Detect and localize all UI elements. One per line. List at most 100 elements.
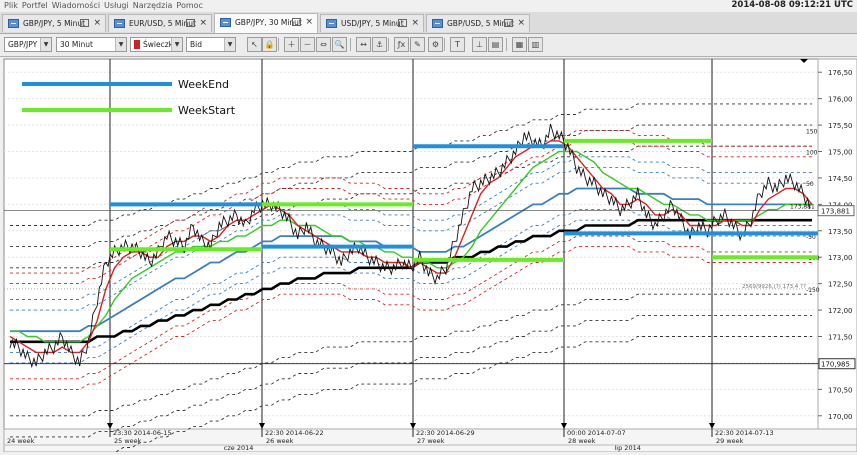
- envelope-band: [10, 103, 812, 226]
- y-tick-label: 171,50: [828, 334, 853, 342]
- menu-item-0[interactable]: Plik: [4, 1, 18, 10]
- cursor-button[interactable]: ↖: [247, 37, 262, 52]
- restore-icon[interactable]: [80, 19, 89, 27]
- menu-item-4[interactable]: Narzędzia: [132, 1, 173, 10]
- tab-label: GBP/USD, 5 Minut: [447, 19, 514, 28]
- week-label: 28 week: [568, 437, 596, 445]
- template-button[interactable]: ▤: [488, 37, 503, 52]
- level-label: 150: [806, 128, 818, 135]
- magnifier-icon: 🔍: [334, 40, 345, 49]
- text-button[interactable]: T: [450, 37, 465, 52]
- tab-chart-1[interactable]: EUR/USD, 5 Minut ×: [108, 14, 212, 32]
- legend-label: WeekEnd: [178, 78, 229, 91]
- zoom-fit-icon: ⇔: [320, 40, 327, 49]
- chart-icon: [114, 19, 125, 28]
- info-label: 2569/9926,(?) 173.4 ??: [742, 284, 806, 290]
- restore-icon[interactable]: [186, 19, 195, 27]
- tab-chart-0[interactable]: GBP/JPY, 5 Minut ×: [2, 14, 106, 32]
- menu-item-5[interactable]: Pomoc: [176, 1, 203, 10]
- shift-icon: ↔: [360, 40, 367, 49]
- settings-button[interactable]: ⚙: [428, 37, 443, 52]
- tab-chart-2[interactable]: GBP/JPY, 30 Minut ×: [214, 13, 318, 33]
- y-tick-label: 176,50: [828, 69, 853, 77]
- envelope-band: [10, 293, 812, 417]
- restore-icon[interactable]: [292, 18, 301, 26]
- chevron-down-icon: ▼: [224, 38, 235, 51]
- draw-icon: ✎: [414, 40, 421, 49]
- period-select[interactable]: 30 Minut ▼: [56, 37, 127, 52]
- candle-icon: [134, 40, 140, 49]
- anchor-button[interactable]: ⚓: [372, 37, 387, 52]
- instrument-select[interactable]: GBP/JPY ▼: [4, 37, 52, 52]
- envelope-band: [10, 166, 812, 311]
- close-icon[interactable]: ×: [93, 18, 101, 28]
- tab-label: EUR/USD, 5 Minut: [129, 19, 196, 28]
- envelope-band: [10, 314, 812, 438]
- magnifier-button[interactable]: 🔍: [332, 37, 347, 52]
- y-tick-label: 173,50: [828, 228, 853, 236]
- menu-item-3[interactable]: Usługi: [104, 1, 129, 10]
- separator-time-label: 22:30 2014-06-29: [416, 429, 475, 437]
- envelope-band: [10, 124, 812, 248]
- chart-icon: [432, 19, 443, 28]
- draw-button[interactable]: ✎: [410, 37, 425, 52]
- envelope-band: [10, 145, 812, 269]
- zoom-in-button[interactable]: ＋: [284, 37, 299, 52]
- chevron-down-icon: ▼: [171, 38, 182, 51]
- price-line: [9, 123, 811, 369]
- scroll-marker-icon: [800, 59, 808, 63]
- envelope-band: [10, 246, 812, 390]
- y-tick-label: 172,50: [828, 281, 853, 289]
- week-label: 25 week: [114, 437, 142, 445]
- tab-chart-4[interactable]: GBP/USD, 5 Minut ×: [426, 14, 530, 32]
- ruler-button[interactable]: ⊥: [472, 37, 487, 52]
- close-icon[interactable]: ×: [305, 17, 313, 27]
- zoom-out-icon: －: [303, 40, 312, 49]
- plot-area: [3, 58, 819, 430]
- month-label: lip 2014: [615, 444, 641, 452]
- y-tick-label: 172,00: [828, 307, 853, 315]
- ruler-icon: ⊥: [476, 40, 483, 49]
- close-icon[interactable]: ×: [199, 18, 207, 28]
- chart-canvas[interactable]: 176,50176,00175,50175,00174,50174,00173,…: [0, 57, 857, 455]
- text-icon: T: [455, 40, 460, 49]
- anchor-icon: ⚓: [375, 40, 384, 49]
- chart-icon: [326, 19, 337, 28]
- lock-icon: 🔒: [264, 40, 275, 49]
- lock-button[interactable]: 🔒: [262, 37, 277, 52]
- chevron-down-icon: ▼: [40, 38, 51, 51]
- restore-icon[interactable]: [504, 19, 513, 27]
- zoom-in-icon: ＋: [287, 40, 296, 49]
- menu-item-2[interactable]: Wiadomości: [51, 1, 101, 10]
- restore-icon[interactable]: [398, 19, 407, 27]
- y-tick-label: 176,00: [828, 96, 853, 104]
- zoom-fit-button[interactable]: ⇔: [316, 37, 331, 52]
- price-chart[interactable]: 176,50176,00175,50175,00174,50174,00173,…: [0, 57, 857, 455]
- y-tick-label: 170,50: [828, 386, 853, 394]
- tab-chart-3[interactable]: USD/JPY, 5 Minut ×: [320, 14, 424, 32]
- tab-label: USD/JPY, 5 Minut: [341, 19, 404, 28]
- chart-icon: [220, 18, 231, 27]
- y-tick-label: 175,50: [828, 122, 853, 130]
- shift-button[interactable]: ↔: [356, 37, 371, 52]
- table-button[interactable]: ▥: [528, 37, 543, 52]
- menu-item-1[interactable]: Portfel: [21, 1, 48, 10]
- chart-type-select[interactable]: Świeczka ▼: [130, 37, 183, 52]
- separator-arrow: [709, 423, 715, 429]
- close-icon[interactable]: ×: [517, 18, 525, 28]
- toolbar-separator: [506, 38, 507, 51]
- current-price-axis-label: 173,881: [821, 208, 850, 216]
- level-label: 100: [806, 150, 818, 157]
- toolbar-separator: [444, 38, 445, 51]
- current-price-box: [817, 205, 855, 217]
- fx-indicator-button[interactable]: ƒx: [394, 37, 409, 52]
- y-tick-label: 174,50: [828, 175, 853, 183]
- price-side-select[interactable]: Bid ▼: [186, 37, 236, 52]
- separator-arrow: [107, 423, 113, 429]
- zoom-out-button[interactable]: －: [300, 37, 315, 52]
- separator-time-label: 22:30 2014-07-13: [715, 429, 774, 437]
- separator-time-label: 00:00 2014-07-07: [567, 429, 626, 437]
- close-icon[interactable]: ×: [411, 18, 419, 28]
- grid-button[interactable]: ▦: [512, 37, 527, 52]
- separator-time-label: 22:30 2014-06-22: [265, 429, 324, 437]
